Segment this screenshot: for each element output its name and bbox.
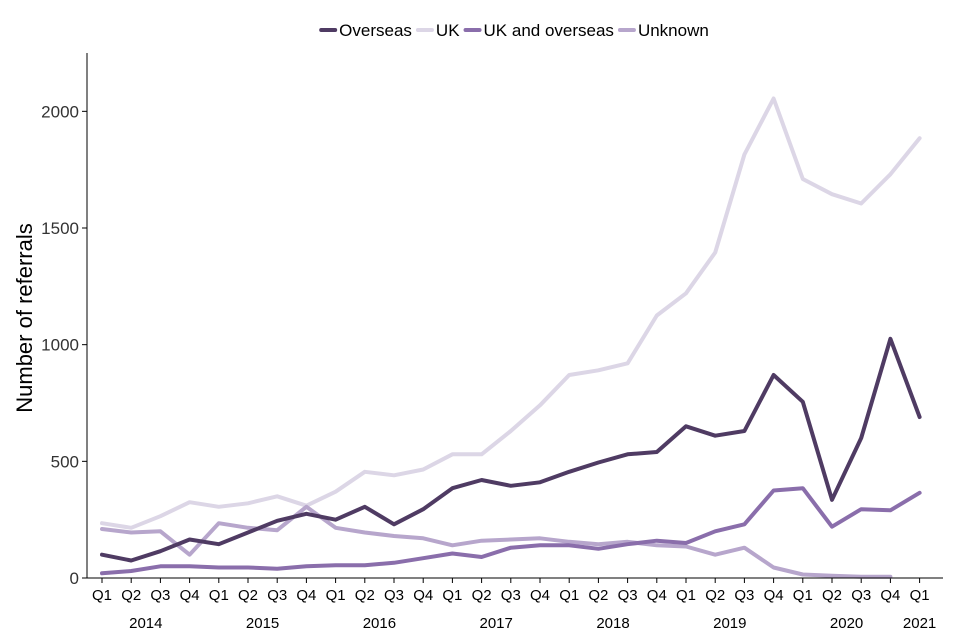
x-tick-label: Q4: [180, 587, 200, 604]
x-tick-label: Q2: [472, 587, 492, 604]
series-line-unknown: [100, 504, 893, 579]
y-tick-label: 500: [51, 452, 79, 471]
y-axis-ticks: 0 500 1000 1500 2000: [41, 102, 87, 588]
x-tick-label: Q4: [764, 587, 784, 604]
x-tick-label: Q1: [442, 587, 462, 604]
x-tick-label: Q3: [150, 587, 170, 604]
x-tick-label: Q1: [559, 587, 579, 604]
x-tick-label: Q2: [822, 587, 842, 604]
y-tick-label: 2000: [41, 102, 79, 121]
legend-label: Unknown: [638, 21, 709, 40]
year-label: 2020: [830, 615, 863, 632]
y-tick-label: 0: [70, 569, 79, 588]
x-tick-label: Q1: [793, 587, 813, 604]
x-tick-label: Q1: [910, 587, 930, 604]
x-axis-ticks: Q1 Q2 Q3 Q4 Q1 Q2 Q3 Q4 Q1 Q2 Q3 Q4 Q1 Q2 Q3 Q4 Q1 Q2 Q3 Q4…: [92, 578, 936, 632]
x-tick-label: Q4: [530, 587, 550, 604]
x-tick-label: Q4: [647, 587, 667, 604]
x-tick-label: Q3: [851, 587, 871, 604]
x-tick-label: Q1: [92, 587, 112, 604]
series-lines: [100, 96, 922, 579]
year-label: 2014: [129, 615, 162, 632]
series-line-uk-and-overseas: [100, 486, 922, 576]
year-label: 2021: [903, 615, 936, 632]
x-tick-label: Q1: [209, 587, 229, 604]
legend-label: UK and overseas: [484, 21, 614, 40]
series-line-uk: [100, 96, 922, 530]
legend-label: Overseas: [339, 21, 412, 40]
year-label: 2018: [596, 615, 629, 632]
x-tick-label: Q3: [384, 587, 404, 604]
year-label: 2017: [480, 615, 513, 632]
x-tick-label: Q3: [501, 587, 521, 604]
x-tick-label: Q2: [588, 587, 608, 604]
y-tick-label: 1500: [41, 219, 79, 238]
x-tick-label: Q3: [267, 587, 287, 604]
y-tick-label: 1000: [41, 336, 79, 355]
legend: Overseas UK UK and overseas Unknown: [319, 21, 709, 40]
series-line-overseas: [100, 336, 922, 563]
legend-label: UK: [436, 21, 460, 40]
x-tick-label: Q2: [355, 587, 375, 604]
year-label: 2015: [246, 615, 279, 632]
x-tick-label: Q1: [676, 587, 696, 604]
x-tick-label: Q4: [413, 587, 433, 604]
y-axis-label: Number of referrals: [12, 223, 37, 413]
year-label: 2016: [363, 615, 396, 632]
year-label: 2019: [713, 615, 746, 632]
x-tick-label: Q1: [326, 587, 346, 604]
x-tick-label: Q2: [238, 587, 258, 604]
x-tick-label: Q2: [705, 587, 725, 604]
x-tick-label: Q4: [296, 587, 316, 604]
x-tick-label: Q2: [121, 587, 141, 604]
x-tick-label: Q4: [880, 587, 900, 604]
x-tick-label: Q3: [734, 587, 754, 604]
x-tick-label: Q3: [618, 587, 638, 604]
